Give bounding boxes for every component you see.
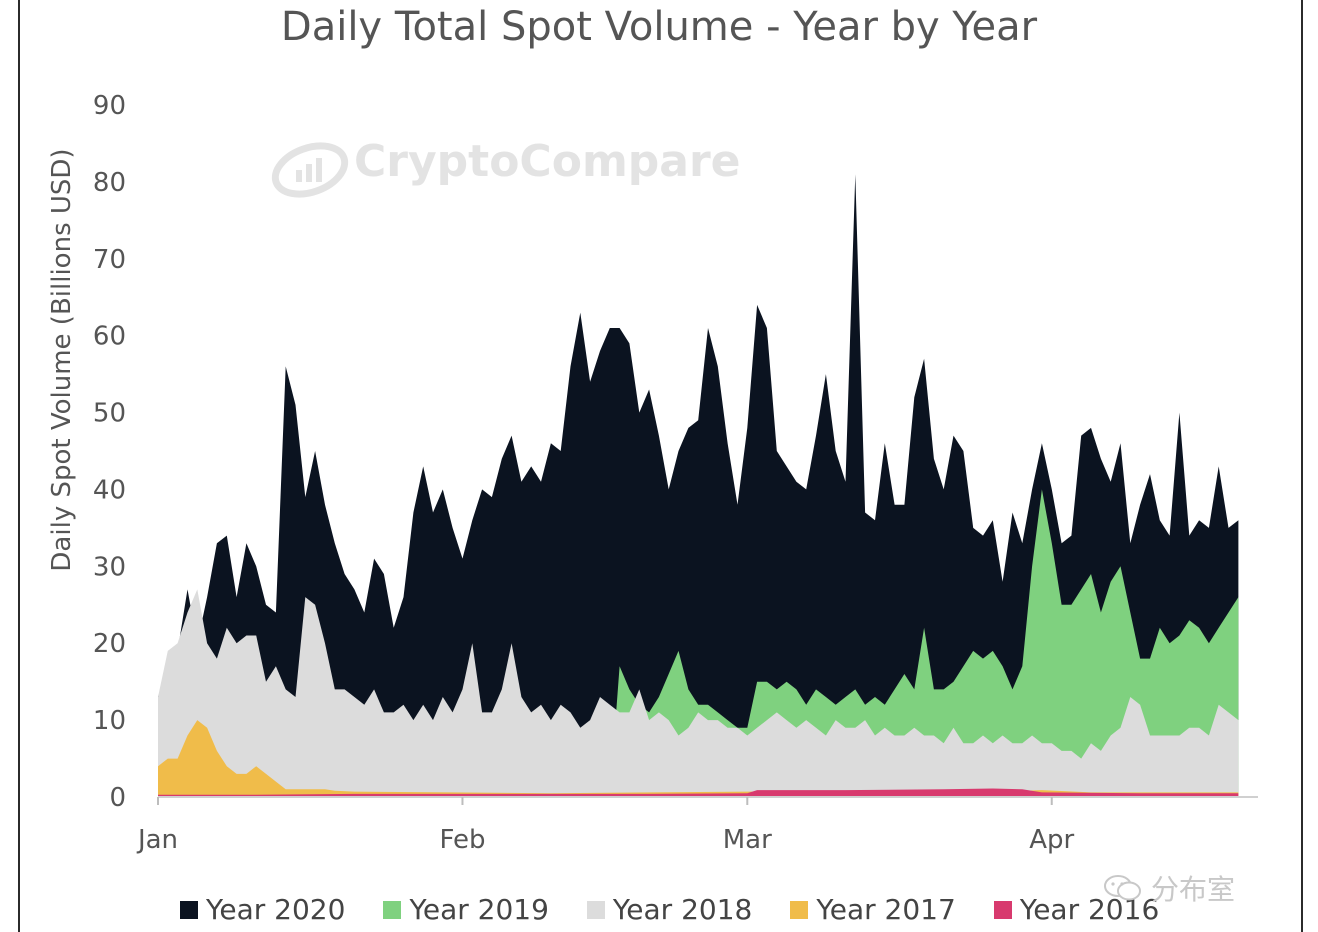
legend-label: Year 2018 (612, 893, 753, 926)
area-series-year-2018 (158, 589, 1239, 797)
wechat-icon (1104, 875, 1141, 901)
frame-border-left (18, 0, 20, 932)
y-tick-label: 80 (93, 168, 126, 198)
y-tick-label: 0 (109, 783, 126, 813)
watermark: CryptoCompare (354, 136, 741, 187)
legend-item: Year 2019 (383, 893, 549, 926)
chart-title: Daily Total Spot Volume - Year by Year (280, 4, 1038, 50)
legend: Year 2020 Year 2019 Year 2018 Year 2017 Year… (180, 893, 1197, 926)
y-tick-label: 10 (93, 706, 126, 736)
legend-label: Year 2020 (206, 893, 346, 926)
legend-item: Year 2020 (180, 893, 345, 926)
legend-label: Year 2019 (409, 893, 549, 926)
legend-swatch (790, 900, 809, 919)
x-tick-label: Feb (439, 825, 485, 855)
legend-item: Year 2017 (790, 893, 956, 926)
y-tick-label: 70 (93, 245, 126, 275)
y-tick-label: 30 (93, 552, 126, 582)
cryptocompare-logo-icon (271, 142, 349, 198)
y-tick-label: 90 (93, 91, 126, 121)
y-tick-label: 20 (93, 629, 126, 659)
wechat-watermark: 分布室 (1103, 868, 1235, 908)
y-tick-label: 50 (93, 399, 126, 429)
area-series-year-2020 (158, 174, 1239, 797)
x-tick-label: Jan (136, 825, 178, 855)
area-series-year-2019 (158, 489, 1239, 797)
legend-swatch (586, 900, 605, 919)
area-series-year-2017 (158, 720, 1239, 797)
y-tick-label: 40 (93, 475, 126, 505)
x-tick-label: Apr (1029, 825, 1074, 855)
x-tick-label: Mar (723, 825, 772, 855)
area-series-year-2016 (158, 788, 1239, 797)
legend-swatch (180, 900, 198, 919)
frame-border-right (1301, 0, 1303, 932)
legend-item: Year 2018 (586, 893, 753, 926)
y-tick-label: 60 (93, 322, 126, 352)
wechat-label: 分布室 (1151, 873, 1236, 906)
legend-swatch (383, 900, 402, 919)
legend-label: Year 2017 (816, 893, 956, 926)
legend-swatch (993, 900, 1012, 919)
